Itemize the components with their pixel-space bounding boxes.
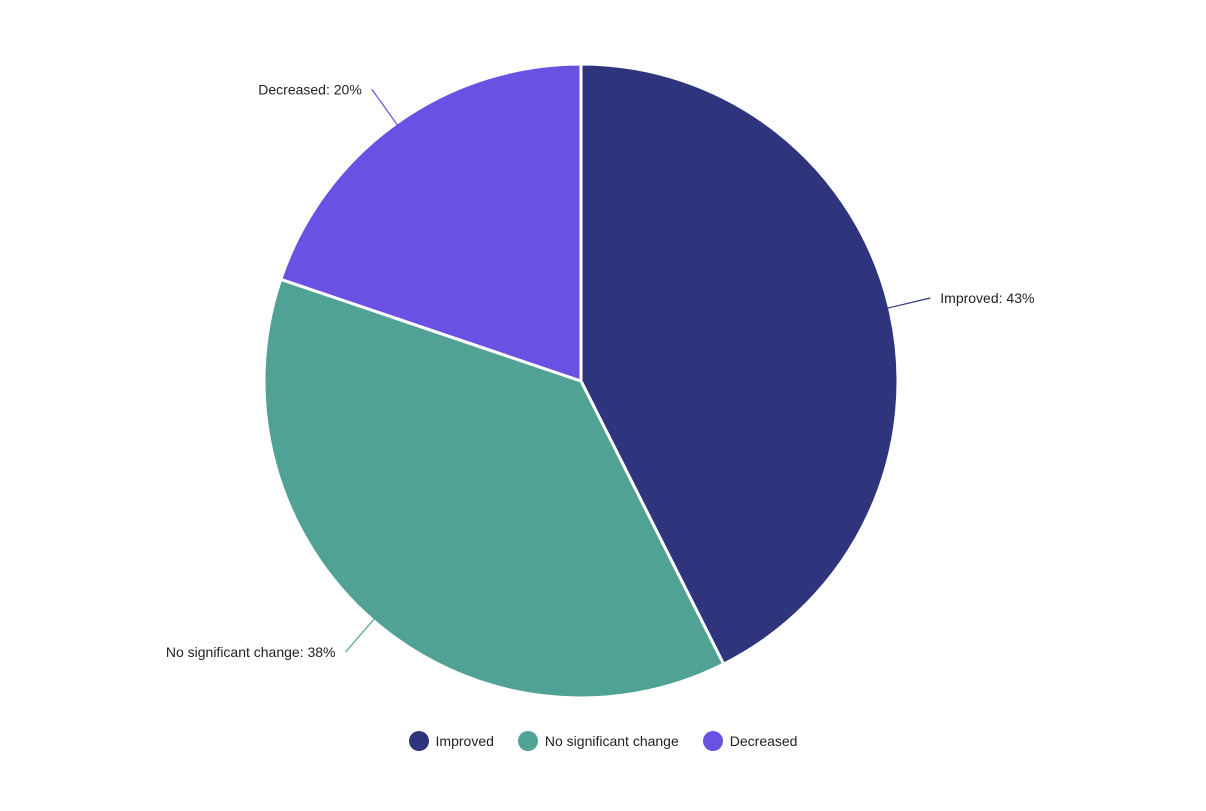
legend-item-decreased[interactable]: Decreased bbox=[702, 731, 798, 751]
pie-data-labels: Improved: 43% No significant change: 38% D… bbox=[166, 81, 1035, 660]
leader-line-no-significant-change bbox=[345, 613, 379, 653]
data-label-decreased: Decreased: 20% bbox=[258, 81, 362, 97]
legend-label-no-significant-change: No significant change bbox=[544, 733, 679, 749]
legend-swatch-decreased bbox=[702, 731, 723, 751]
legend-label-improved: Improved bbox=[435, 733, 494, 749]
pie-slices bbox=[262, 62, 900, 700]
legend-label-decreased: Decreased bbox=[729, 733, 798, 749]
chart-legend: Improved No significant change Decreased bbox=[0, 731, 1206, 751]
legend-swatch-no-significant-change bbox=[517, 731, 538, 751]
data-label-no-significant-change: No significant change: 38% bbox=[166, 644, 336, 660]
leader-line-improved bbox=[881, 297, 931, 311]
legend-swatch-improved bbox=[408, 731, 429, 751]
legend-item-improved[interactable]: Improved bbox=[408, 731, 494, 751]
legend-item-no-significant-change[interactable]: No significant change bbox=[517, 731, 679, 751]
leader-line-decreased bbox=[371, 88, 402, 131]
data-label-improved: Improved: 43% bbox=[940, 290, 1034, 306]
